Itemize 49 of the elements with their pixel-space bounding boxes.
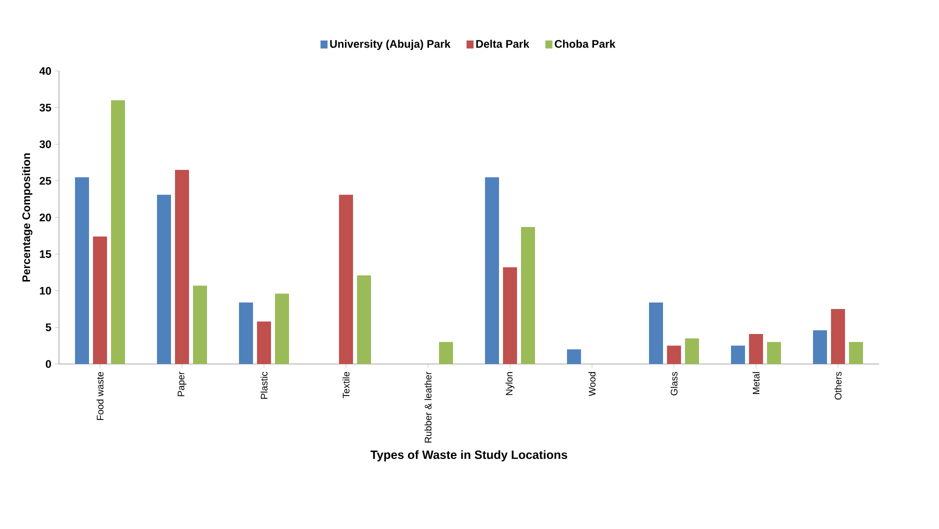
y-tick-label: 10 bbox=[40, 286, 52, 295]
x-tick-label: Nylon bbox=[506, 372, 514, 396]
bar bbox=[157, 194, 172, 364]
bar bbox=[813, 330, 828, 364]
legend-label: Choba Park bbox=[554, 40, 616, 48]
bar bbox=[193, 286, 208, 364]
x-tick-label: Food waste bbox=[96, 372, 104, 420]
bar bbox=[831, 309, 846, 364]
y-tick-label: 20 bbox=[40, 214, 52, 222]
y-axis-title: Percentage Composition bbox=[22, 153, 32, 282]
bar bbox=[357, 275, 372, 364]
bar bbox=[439, 342, 454, 364]
x-tick-label: Others bbox=[834, 372, 842, 400]
bar bbox=[339, 194, 354, 364]
bar bbox=[257, 322, 272, 364]
bar bbox=[685, 338, 700, 364]
bar bbox=[667, 346, 682, 364]
bar bbox=[649, 302, 664, 364]
y-tick-label: 35 bbox=[39, 104, 52, 112]
bar bbox=[503, 267, 518, 364]
bar bbox=[749, 334, 764, 364]
bar bbox=[485, 177, 500, 364]
bar bbox=[175, 170, 190, 364]
bar bbox=[75, 177, 90, 364]
y-tick-label: 15 bbox=[40, 250, 52, 258]
bar bbox=[567, 349, 582, 364]
y-tick-label: 0 bbox=[46, 360, 52, 368]
bar bbox=[767, 342, 782, 364]
x-axis-title: Types of Waste in Study Locations bbox=[370, 450, 568, 462]
bar bbox=[239, 302, 254, 364]
y-tick-label: 30 bbox=[39, 140, 52, 148]
legend-label: Delta Park bbox=[476, 40, 530, 48]
bar bbox=[849, 342, 864, 364]
x-tick-label: Wood bbox=[588, 372, 596, 396]
x-tick-label: Metal bbox=[752, 372, 760, 394]
legend-label: University (Abuja) Park bbox=[330, 40, 451, 50]
y-tick-label: 5 bbox=[46, 324, 52, 332]
bar bbox=[731, 346, 746, 364]
bar bbox=[521, 227, 536, 364]
bar bbox=[275, 294, 290, 364]
y-tick-label: 40 bbox=[39, 67, 52, 75]
x-tick-label: Rubber & leather bbox=[424, 372, 432, 443]
x-tick-label: Textile bbox=[342, 372, 350, 398]
bar bbox=[111, 100, 126, 364]
x-tick-label: Paper bbox=[178, 372, 186, 396]
y-tick-label: 25 bbox=[40, 176, 52, 185]
x-tick-label: Glass bbox=[670, 372, 678, 396]
bar bbox=[93, 236, 108, 364]
x-tick-label: Plastic bbox=[260, 372, 268, 399]
